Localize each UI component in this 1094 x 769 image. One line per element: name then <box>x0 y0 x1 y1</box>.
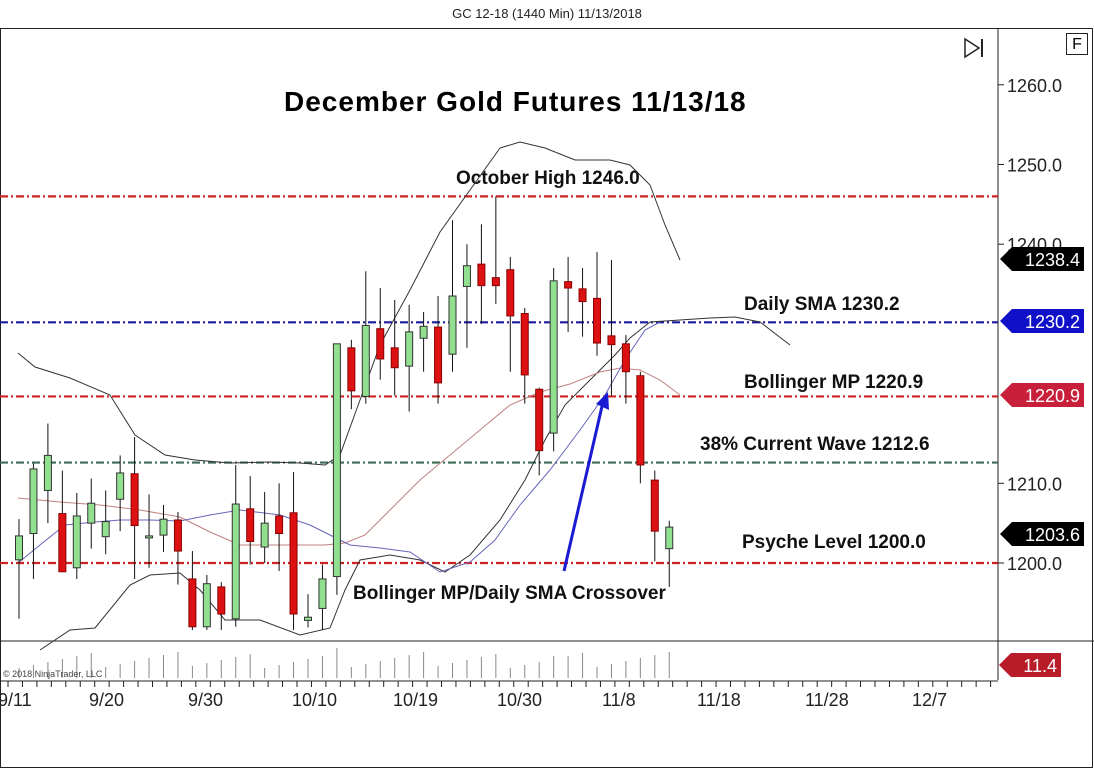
candle-body[interactable] <box>347 347 356 392</box>
candle-body[interactable] <box>72 515 81 569</box>
candle-body[interactable] <box>535 388 544 452</box>
level-label: 38% Current Wave 1212.6 <box>700 434 930 455</box>
x-tick-label: 9/30 <box>188 690 223 710</box>
bollinger-lower-band <box>39 316 791 651</box>
candle-body[interactable] <box>491 277 500 287</box>
price-tag <box>1000 309 1084 333</box>
format-button[interactable]: F <box>1066 33 1088 55</box>
x-tick-label: 10/19 <box>393 690 438 710</box>
price-tag-value: 1203.6 <box>1025 525 1080 545</box>
candle-body[interactable] <box>520 313 529 376</box>
candle-body[interactable] <box>188 578 197 628</box>
candle-body[interactable] <box>405 331 414 367</box>
candle-body[interactable] <box>564 281 573 289</box>
skip-to-end-icon <box>964 37 983 59</box>
chart-title: December Gold Futures 11/13/18 <box>284 86 747 117</box>
candle-body[interactable] <box>202 583 211 628</box>
y-tick-label: 1260.0 <box>1007 76 1062 96</box>
price-tag-value: 1230.2 <box>1025 312 1080 332</box>
candle-body[interactable] <box>419 325 428 339</box>
crossover-arrow <box>562 401 605 572</box>
level-label: Psyche Level 1200.0 <box>742 532 926 553</box>
candle-body[interactable] <box>130 473 139 527</box>
candle-body[interactable] <box>217 586 226 615</box>
candle-body[interactable] <box>15 535 23 561</box>
candle-body[interactable] <box>332 343 341 578</box>
x-tick-label: 12/7 <box>912 690 947 710</box>
x-tick-label: 10/10 <box>292 690 337 710</box>
price-tag <box>1000 383 1084 407</box>
candle-body[interactable] <box>318 578 327 609</box>
candle-body[interactable] <box>145 535 154 539</box>
x-tick-label: 11/18 <box>697 690 741 710</box>
y-tick-label: 1210.0 <box>1007 474 1062 494</box>
candle-body[interactable] <box>43 454 52 491</box>
price-tag-value: 11.4 <box>1023 656 1057 676</box>
crossover-annotation: Bollinger MP/Daily SMA Crossover <box>353 583 666 604</box>
x-tick-label: 11/28 <box>805 690 849 710</box>
candle-body[interactable] <box>621 343 630 373</box>
candle-body[interactable] <box>376 328 385 360</box>
candle-body[interactable] <box>434 326 443 384</box>
candle-body[interactable] <box>260 522 269 548</box>
price-tag-value: 1220.9 <box>1025 386 1080 406</box>
chart-frame <box>0 28 1093 768</box>
candle-body[interactable] <box>665 526 674 550</box>
chart-window-title: GC 12-18 (1440 Min) 11/13/2018 <box>452 6 642 21</box>
candle-body[interactable] <box>549 280 558 434</box>
level-label: October High 1246.0 <box>456 168 640 189</box>
level-label: Bollinger MP 1220.9 <box>744 372 923 393</box>
price-tag <box>1000 522 1084 546</box>
skip-to-end-button[interactable] <box>962 36 988 60</box>
x-tick-label: 10/30 <box>497 690 542 710</box>
candle-body[interactable] <box>506 269 515 317</box>
candle-body[interactable] <box>58 513 67 573</box>
candle-body[interactable] <box>87 502 96 524</box>
candle-body[interactable] <box>173 519 182 552</box>
candle-body[interactable] <box>448 295 457 355</box>
candle-body[interactable] <box>390 347 399 369</box>
candle-body[interactable] <box>462 265 471 287</box>
candle-body[interactable] <box>304 616 312 621</box>
price-tag <box>999 653 1061 677</box>
candle-body[interactable] <box>593 297 601 344</box>
level-label: Daily SMA 1230.2 <box>744 294 900 315</box>
y-tick-label: 1250.0 <box>1007 156 1062 176</box>
bollinger-upper-band <box>17 141 681 466</box>
candle-body[interactable] <box>361 324 370 397</box>
y-tick-label: 1200.0 <box>1007 554 1062 574</box>
bollinger-middle-band <box>17 367 681 546</box>
candle-body[interactable] <box>101 521 110 538</box>
candle-body[interactable] <box>231 503 240 620</box>
candle-body[interactable] <box>159 518 168 536</box>
candle-body[interactable] <box>116 472 125 500</box>
candle-body[interactable] <box>275 515 284 535</box>
candle-body[interactable] <box>246 508 255 542</box>
x-tick-label: 11/8 <box>602 690 636 710</box>
price-tag-value: 1238.4 <box>1025 250 1080 270</box>
candle-body[interactable] <box>29 468 38 535</box>
copyright-text: © 2018 NinjaTrader, LLC <box>3 669 103 679</box>
candle-body[interactable] <box>607 335 616 346</box>
candle-body[interactable] <box>477 263 486 287</box>
candle-body[interactable] <box>650 479 659 532</box>
candle-body[interactable] <box>289 512 298 615</box>
arrow-head-icon <box>596 392 609 410</box>
candle-body[interactable] <box>578 288 587 303</box>
candle-body[interactable] <box>636 375 645 466</box>
price-tag <box>1000 247 1084 271</box>
x-tick-label: 9/20 <box>89 690 124 710</box>
x-tick-label: 9/11 <box>0 690 32 710</box>
